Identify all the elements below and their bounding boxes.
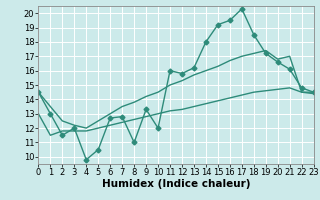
X-axis label: Humidex (Indice chaleur): Humidex (Indice chaleur) xyxy=(102,179,250,189)
